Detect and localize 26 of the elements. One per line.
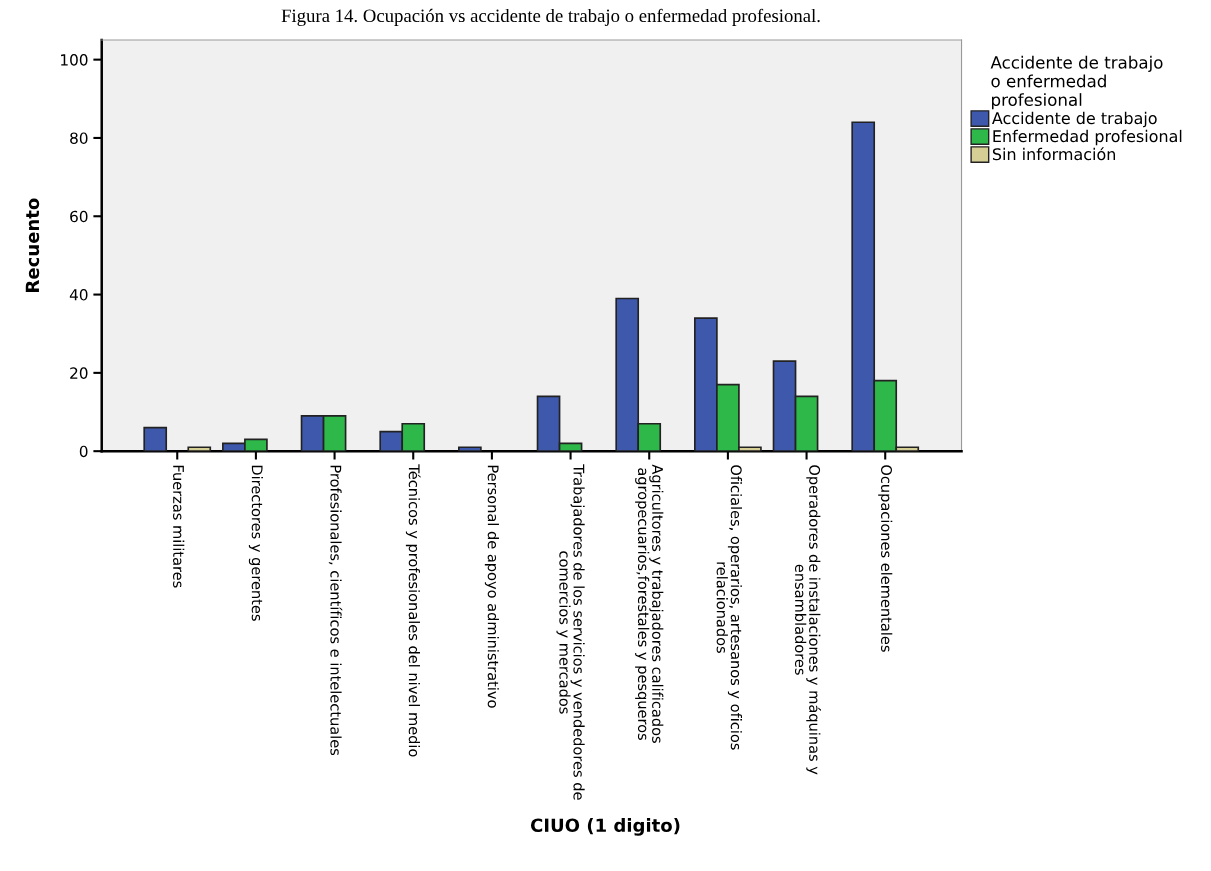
y-tick-label: 60 bbox=[70, 210, 88, 223]
x-tick-label: Trabajadores de los servicios y vendedores de comercios y mercados bbox=[556, 464, 585, 800]
x-tick-label: Técnicos y profesionales del nivel medio bbox=[405, 464, 421, 757]
x-axis-title: CIUO (1 digito) bbox=[530, 818, 680, 836]
x-tick-label: Directores y gerentes bbox=[248, 465, 263, 621]
y-tick-label: 20 bbox=[70, 367, 88, 379]
bar bbox=[458, 446, 482, 452]
legend-label: Accidente de trabajo bbox=[992, 111, 1157, 128]
x-tick-label: Fuerzas militares bbox=[173, 465, 185, 588]
y-tick-label: 100 bbox=[61, 54, 88, 66]
legend-title: Accidente de trabajo o enfermedad profesional bbox=[990, 55, 1163, 110]
x-tick-label: Ocupaciones elementales bbox=[878, 465, 893, 652]
x-tick-label: Personal de apoyo administrativo bbox=[484, 465, 499, 708]
legend-label: Enfermedad profesional bbox=[993, 129, 1182, 146]
y-tick-label: 40 bbox=[69, 289, 88, 301]
x-tick-label: Oficiales, operarios, artesanos y oficios relacionados bbox=[716, 465, 743, 750]
y-axis-title: Recuento bbox=[25, 198, 40, 292]
x-tick-label: Operadores de instalaciones y máquinas y ensambladores bbox=[794, 465, 821, 775]
bar bbox=[187, 446, 212, 452]
y-tick-label: 0 bbox=[79, 445, 88, 458]
bar bbox=[143, 426, 168, 452]
x-tick-label: Agricultores y trabajadores calificados agropecuarios,forestales y pesqueros bbox=[635, 464, 664, 743]
chart-title: Figura 14. Ocupación vs accidente de trabajo o enfermedad profesional. bbox=[281, 8, 820, 26]
y-tick-label: 80 bbox=[70, 132, 88, 144]
legend-label: Sin información bbox=[992, 147, 1116, 161]
x-tick-label: Profesionales, científicos e intelectuales bbox=[328, 465, 343, 756]
